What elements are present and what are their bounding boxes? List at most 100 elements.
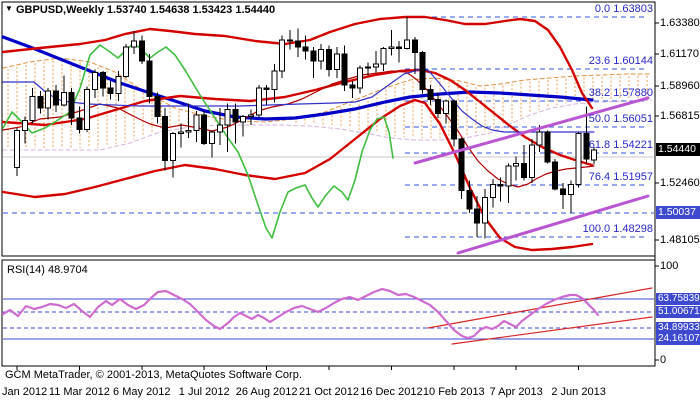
candle-bull bbox=[131, 40, 137, 48]
fib-label-100.0: 100.0 1.48298 bbox=[582, 223, 653, 235]
candle-bear bbox=[302, 46, 309, 52]
candle-bull bbox=[224, 108, 231, 126]
candle-bear bbox=[450, 100, 457, 140]
candle-bull bbox=[115, 76, 122, 95]
candle-bear bbox=[521, 162, 527, 179]
candle-bull bbox=[365, 66, 371, 69]
date-label[interactable]: 16 Dec 2012 bbox=[360, 386, 423, 398]
date-label[interactable]: 1 Jul 2012 bbox=[178, 386, 230, 398]
date-label[interactable]: 10 Feb 2013 bbox=[422, 386, 485, 398]
time-axis[interactable] bbox=[0, 374, 700, 402]
date-label[interactable]: 21 Oct 2012 bbox=[299, 386, 359, 398]
main-chart-area[interactable] bbox=[2, 2, 655, 256]
candle-bull bbox=[318, 49, 325, 62]
candle-bull bbox=[536, 131, 543, 146]
candle-bear bbox=[53, 90, 59, 106]
bollinger-upper-line bbox=[1, 15, 594, 110]
date-label[interactable]: 2 Jun 2013 bbox=[551, 386, 606, 398]
candle-bull bbox=[591, 149, 598, 161]
candle-bull bbox=[216, 124, 223, 133]
candle-bull bbox=[45, 90, 52, 109]
rsi-marker-63.75839: 63.75839 bbox=[656, 293, 700, 305]
candle-bull bbox=[209, 131, 215, 144]
candle-bull bbox=[404, 39, 410, 49]
rsi-chart-area[interactable] bbox=[2, 260, 655, 366]
candle-bull bbox=[21, 120, 28, 132]
fib-label-38.2: 38.2 1.57880 bbox=[588, 87, 653, 99]
rsi-indicator-label: RSI(14) 48.9704 bbox=[7, 264, 88, 276]
rsi-line bbox=[1, 287, 600, 340]
candle-bull bbox=[567, 184, 574, 196]
date-label[interactable]: 6 May 2012 bbox=[113, 386, 171, 398]
candle-bear bbox=[294, 40, 301, 48]
rsi-trend-line bbox=[451, 316, 653, 345]
copyright-text: GCM MetaTrader, © 2001-2013, MetaQuotes … bbox=[5, 369, 302, 381]
senkou-span-b-line bbox=[2, 99, 653, 151]
ohlc-quote: 1.53740 1.54638 1.53423 1.54440 bbox=[106, 4, 276, 16]
candle-bear bbox=[560, 188, 566, 196]
candle-bull bbox=[123, 46, 130, 78]
candle-bear bbox=[68, 91, 75, 119]
price-axis[interactable] bbox=[656, 0, 700, 366]
candle-bull bbox=[482, 196, 488, 224]
fib-label-23.6: 23.6 1.60144 bbox=[588, 55, 653, 67]
candle-bear bbox=[154, 96, 161, 117]
candle-bear bbox=[458, 138, 465, 191]
kijun-sen-line bbox=[2, 69, 595, 133]
candle-bear bbox=[474, 208, 481, 224]
symbol-dropdown-icon[interactable]: ▼ bbox=[5, 4, 13, 13]
candle-bull bbox=[29, 96, 36, 122]
chart-title: ▼ GBPUSD,Weekly 1.53740 1.54638 1.53423 … bbox=[5, 4, 275, 16]
rsi-marker-51.00671: 51.00671 bbox=[656, 306, 700, 318]
candle-bull bbox=[60, 91, 67, 106]
price-marker-1.50037: 1.50037 bbox=[656, 206, 700, 219]
date-label[interactable]: 11 Mar 2012 bbox=[48, 386, 110, 398]
candle-bear bbox=[341, 53, 348, 86]
candle-bear bbox=[232, 108, 239, 123]
candle-bear bbox=[263, 87, 270, 90]
candle-bear bbox=[497, 184, 504, 187]
candle-bear bbox=[419, 52, 426, 90]
candle-bear bbox=[427, 88, 434, 100]
candle-bull bbox=[380, 47, 387, 65]
candle-bull bbox=[248, 114, 254, 117]
price-marker-1.54440: 1.54440 bbox=[656, 143, 700, 156]
candle-bear bbox=[146, 60, 153, 98]
candle-bull bbox=[513, 162, 520, 167]
fib-label-76.4: 76.4 1.51957 bbox=[588, 171, 653, 183]
date-label[interactable]: 7 Apr 2013 bbox=[489, 386, 543, 398]
rsi-marker-24.16107: 24.16107 bbox=[656, 333, 700, 345]
candle-bear bbox=[99, 71, 106, 89]
candle-bear bbox=[76, 117, 83, 130]
candle-bear bbox=[435, 98, 442, 115]
candle-bull bbox=[14, 130, 20, 169]
date-label[interactable]: 26 Aug 2012 bbox=[235, 386, 298, 398]
senkou-span-a-line bbox=[2, 57, 653, 123]
fib-label-50.0: 50.0 1.56051 bbox=[588, 113, 653, 125]
candle-bull bbox=[575, 133, 582, 186]
candle-bull bbox=[372, 63, 379, 68]
candle-bull bbox=[489, 184, 496, 198]
candle-bull bbox=[92, 71, 98, 90]
date-label[interactable]: 15 Jan 2012 bbox=[0, 386, 48, 398]
candle-bear bbox=[310, 50, 317, 62]
candle-bear bbox=[201, 114, 208, 144]
candle-bull bbox=[240, 115, 247, 123]
symbol-timeframe-label: GBPUSD,Weekly bbox=[15, 4, 104, 16]
candle-bear bbox=[544, 131, 551, 163]
rsi-axis-label: 0 bbox=[660, 354, 667, 366]
bollinger-lower-line bbox=[1, 98, 594, 252]
candle-bear bbox=[396, 46, 403, 49]
candle-bear bbox=[107, 87, 114, 95]
candle-bull bbox=[528, 144, 535, 179]
candle-bear bbox=[287, 39, 293, 42]
price-channel-line bbox=[456, 194, 650, 255]
candle-bull bbox=[333, 53, 340, 71]
price-axis-label: 1.63380 bbox=[660, 17, 700, 29]
candle-bull bbox=[185, 130, 192, 133]
price-axis-label: 1.52460 bbox=[660, 177, 700, 189]
candle-bull bbox=[255, 87, 262, 116]
candle-bull bbox=[279, 39, 286, 72]
candle-bear bbox=[466, 189, 473, 210]
candle-bear bbox=[162, 115, 169, 162]
